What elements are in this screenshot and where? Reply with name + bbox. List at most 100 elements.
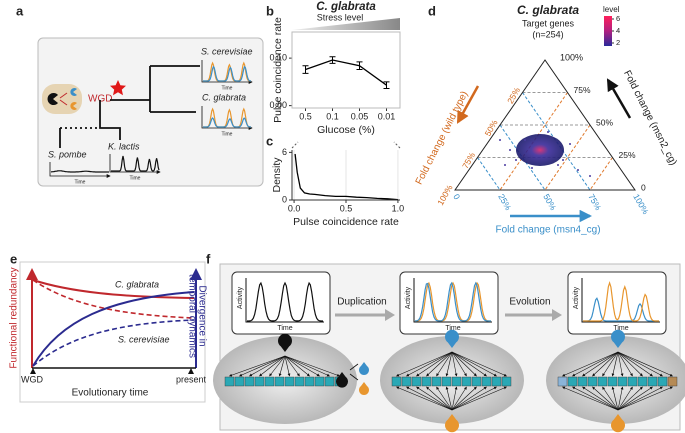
ternary-tick: 75% [574,85,591,95]
regulation-arrow [617,351,673,377]
curve-label: S. cerevisiae [118,334,170,344]
axis-arrow [456,85,480,124]
outlier-point [515,159,517,161]
wgd-label: WGD [88,94,112,105]
regulation-arrow [451,386,467,411]
panel-label: b [266,3,274,18]
wgd-star [110,80,126,96]
colorbar [604,16,612,46]
target-gene [411,376,422,387]
redundancy-curve [32,279,195,319]
target-gene [577,376,588,387]
ternary-tick: 25% [619,150,636,160]
regulation-arrow [592,351,619,377]
ternary-grid [499,124,546,191]
outlier-point [504,164,506,166]
zoom-line [291,141,401,149]
stress-gradient [292,18,400,30]
target-gene [667,376,678,387]
y-axis-label: Pulse coincidence rate [272,17,284,123]
regulation-arrow [602,351,619,377]
regulation-arrow [426,386,453,411]
outlier-point [509,149,511,151]
regulation-arrow [451,386,458,411]
regulation-arrow [617,386,643,411]
target-gene [597,376,608,387]
activity-trace [247,281,323,322]
inset-axes [245,278,324,323]
duplication-arrow [349,363,359,381]
ternary-tick: 0 [451,192,462,201]
activity-trace [583,297,659,322]
mini-axes [201,106,253,130]
protein-icon [444,414,459,433]
activity-trace [203,65,252,82]
axis-label: Time [613,325,628,332]
divergence-curve [32,319,195,367]
protein-icon [611,329,625,348]
outlier-point [569,143,571,145]
ternary-tick: 0 [641,182,646,192]
mini-axes [109,154,161,174]
x-tick-label: 0.0 [288,203,301,213]
axis-label: Time [222,85,233,91]
activity-trace [583,281,659,322]
regulation-arrow [451,386,487,411]
y-axis-label: Functional redundancy [9,267,20,368]
y-tick-label: 0 [282,194,287,204]
protein-icon [611,414,625,433]
curve-label: C. glabrata [115,279,159,289]
regulation-arrow [572,386,619,411]
x-axis-label: Pulse coincidence rate [293,216,399,228]
arrow [59,92,68,99]
outlier-point [557,164,559,166]
ternary-title: C. glabrata [517,3,579,17]
panel-label: c [266,133,273,148]
time-label: present [176,374,207,384]
axis-label: Time [130,175,141,181]
step-arrow [552,309,562,321]
regulation-arrow [617,351,633,377]
ternary-tick: 25% [505,85,522,105]
regulation-arrow [396,351,453,377]
panel-label: e [10,251,17,266]
ternary-n: (n=254) [532,29,563,39]
target-gene [451,376,462,387]
regulation-arrow [436,386,453,411]
species-label: S. cerevisiae [201,46,253,56]
error-bar [302,65,309,74]
regulation-arrow [284,355,340,377]
axis-line [291,150,400,201]
panel-e: C. glabrata S. cerevisiae WGD present Ev… [9,261,207,403]
ternary-grid [544,124,591,191]
colorbar-label: 2 [616,38,620,47]
regulation-arrow [239,355,286,377]
ternary-tick: 50% [541,192,558,212]
y-tick-label: 0.00 [269,100,287,110]
y-tick-label: 0.10 [269,53,287,63]
protein-icon [336,372,348,388]
y2-axis-label: temporal dynamics [186,274,197,358]
ternary-grid [477,157,501,191]
species-label: S. pombe [48,149,87,159]
ternary-grid [589,157,613,191]
ternary-tick: 100% [435,183,455,207]
activity-trace [203,107,251,128]
axis-label: Activity [237,286,244,309]
activity-trace [203,61,251,82]
regulation-arrow [426,351,453,377]
panel-label: a [16,3,24,18]
regulation-arrow [562,351,619,377]
regulation-arrow [416,351,453,377]
error-bar [329,56,336,64]
protein-icon [47,93,58,105]
regulation-arrow [592,386,619,411]
ternary-tick: 75% [586,192,603,212]
regulation-arrow [229,355,286,377]
regulation-arrow [602,386,619,411]
divergence-curve [32,291,195,367]
protein-icon [444,329,459,348]
arrow [59,99,68,106]
ternary-axis-label: Fold change (wild type) [414,90,471,187]
